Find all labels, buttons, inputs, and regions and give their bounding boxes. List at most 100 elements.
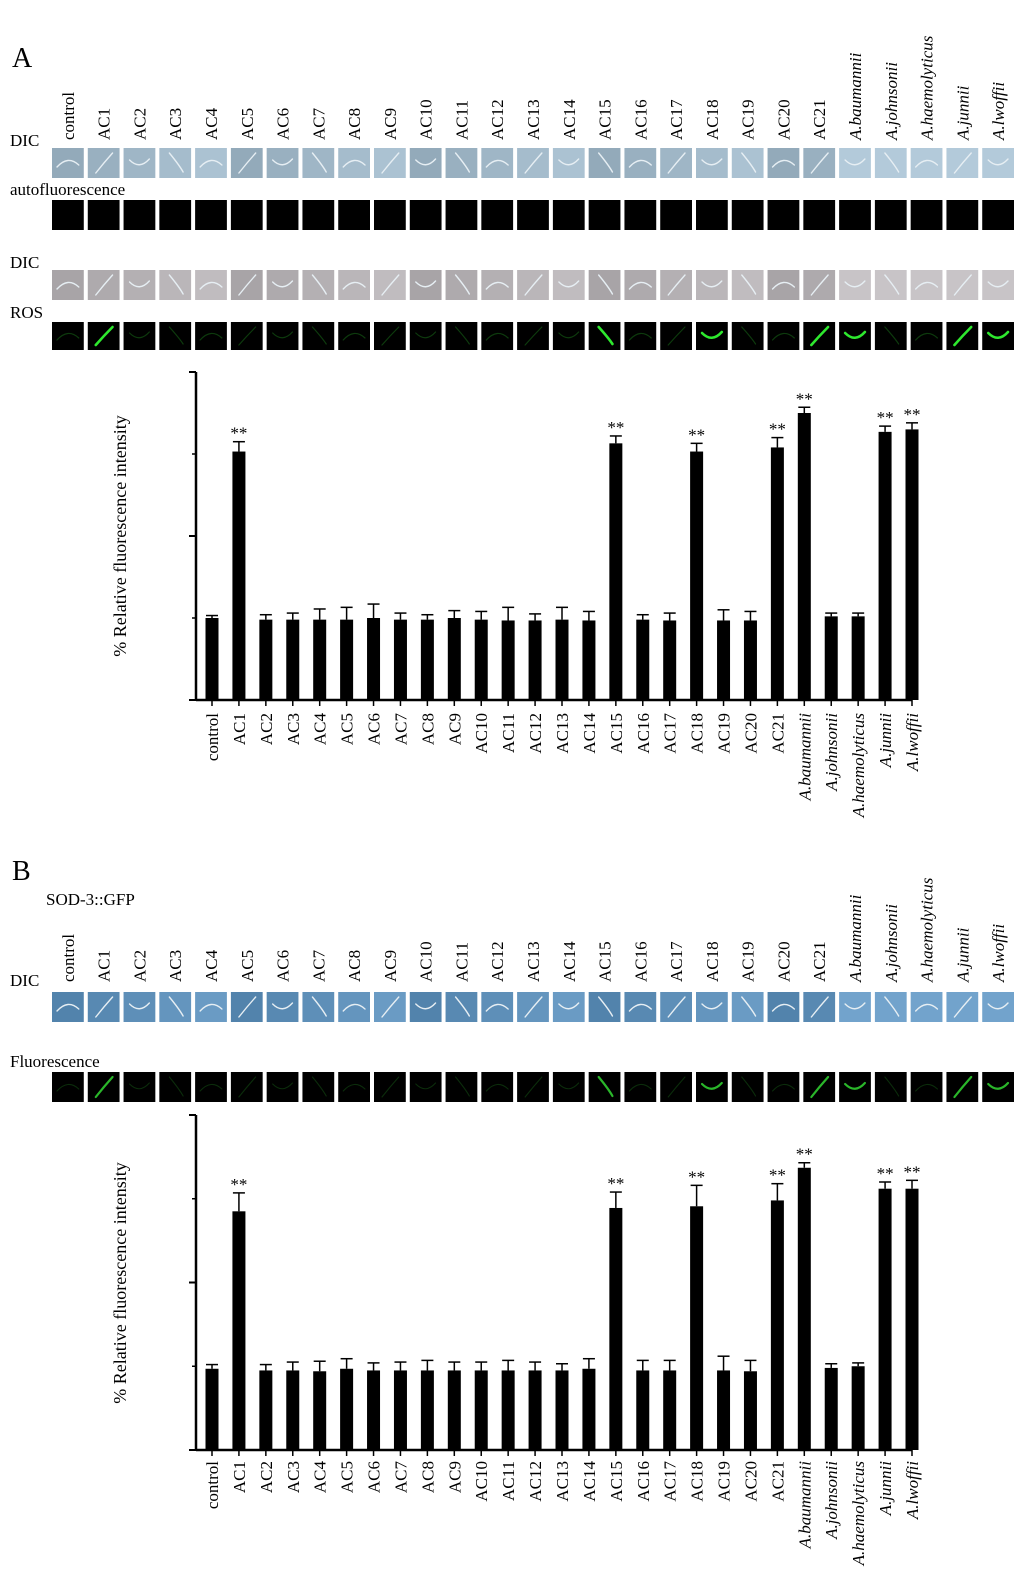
micrograph-tile <box>696 322 728 350</box>
worm-outline <box>56 1003 80 1012</box>
tile-background <box>302 322 335 350</box>
tile-background <box>982 270 1014 300</box>
column-label: AC9 <box>381 108 400 140</box>
column-label: AC16 <box>631 99 650 140</box>
micrograph-tile <box>767 1072 800 1102</box>
micrograph-tile <box>982 992 1014 1022</box>
micrograph-tile <box>338 200 370 230</box>
bar <box>259 1370 273 1450</box>
x-tick-label: AC8 <box>418 1461 437 1493</box>
micrograph-tile <box>517 322 549 350</box>
x-tick-label: AC2 <box>257 713 276 745</box>
micrograph-tile <box>302 992 335 1022</box>
bar <box>636 619 650 700</box>
tile-background <box>302 200 335 230</box>
worm-outline <box>667 152 686 174</box>
micrograph-tile <box>87 992 120 1022</box>
micrograph-tile <box>445 992 478 1022</box>
worm-outline <box>455 1076 470 1097</box>
worm-outline <box>238 152 257 174</box>
column-label: AC13 <box>524 941 543 982</box>
x-tick-label: AC14 <box>580 1461 599 1502</box>
bar <box>313 619 327 700</box>
tile-background <box>588 148 621 178</box>
micrograph-tile <box>87 270 120 300</box>
tile-background <box>803 200 836 230</box>
significance-marker: ** <box>688 425 705 444</box>
x-tick-label: AC20 <box>741 1461 760 1502</box>
column-label: AC1 <box>95 108 114 140</box>
micrograph-tile <box>87 322 120 350</box>
tile-background <box>839 148 871 178</box>
micrograph-tile <box>839 1072 871 1102</box>
worm-outline <box>381 996 400 1018</box>
tile-background <box>374 200 406 230</box>
micrograph-tile <box>195 270 227 300</box>
worm-outline <box>914 1003 939 1012</box>
column-label: AC19 <box>739 99 758 140</box>
tile-background <box>52 322 84 350</box>
micrograph-tile <box>874 992 907 1022</box>
worm-outline <box>168 152 184 173</box>
micrograph-tile <box>588 992 621 1022</box>
worm-outline <box>454 152 471 173</box>
tile-background <box>409 270 442 300</box>
tile-background <box>409 992 442 1022</box>
worm-outline <box>558 280 580 288</box>
tile-background <box>266 992 299 1022</box>
micrograph-tile <box>946 270 979 300</box>
bar <box>286 1370 300 1450</box>
tile-background <box>445 1072 478 1102</box>
micrograph-tile <box>338 270 370 300</box>
x-tick-label: AC20 <box>741 713 760 754</box>
bar <box>232 1211 246 1450</box>
bar <box>232 451 246 700</box>
micrograph-tile <box>481 1072 514 1102</box>
micrograph-tile <box>230 992 263 1022</box>
bar <box>340 1368 354 1450</box>
worm-outline <box>94 1075 114 1099</box>
tile-background <box>910 322 943 350</box>
x-tick-label: A.haemolyticus <box>849 713 868 819</box>
micrograph-tile <box>302 322 335 350</box>
micrograph-tile <box>946 200 979 230</box>
micrograph-tile <box>481 992 514 1022</box>
tile-background <box>409 200 442 230</box>
bar <box>663 620 677 700</box>
worm-outline <box>953 152 972 174</box>
tile-background <box>731 148 764 178</box>
micrograph-tile <box>517 1072 549 1102</box>
worm-outline <box>199 332 223 341</box>
tile-background <box>302 270 335 300</box>
micrograph-tile <box>123 1072 156 1102</box>
column-label: AC18 <box>703 941 722 982</box>
tile-background <box>624 322 657 350</box>
bar-group: AC10 <box>472 1361 491 1502</box>
bar <box>690 451 704 700</box>
worm-outline <box>415 331 437 339</box>
tile-background <box>696 148 728 178</box>
micrograph-tile <box>982 270 1014 300</box>
bar <box>393 1370 407 1450</box>
x-tick-label: A.junnii <box>876 713 895 769</box>
worm-outline <box>56 332 80 341</box>
micrograph-tile <box>982 1072 1014 1102</box>
micrograph-tile <box>588 1072 621 1102</box>
x-tick-label: AC14 <box>580 713 599 754</box>
x-tick-label: AC1 <box>230 1461 249 1493</box>
x-tick-label: AC4 <box>311 713 330 746</box>
tile-background <box>52 270 84 300</box>
bar-group: AC3 <box>284 612 303 745</box>
tile-background <box>839 270 871 300</box>
x-tick-label: A.johnsonii <box>822 713 841 792</box>
column-label: AC11 <box>452 100 471 140</box>
worm-outline <box>415 1082 437 1090</box>
micrograph-tile <box>409 992 442 1022</box>
tile-background <box>159 200 192 230</box>
worm-outline <box>199 159 223 168</box>
x-tick-label: AC12 <box>526 713 545 754</box>
bar-group: AC6 <box>365 1362 384 1493</box>
worm-outline <box>168 1076 184 1097</box>
tile-background <box>445 148 478 178</box>
